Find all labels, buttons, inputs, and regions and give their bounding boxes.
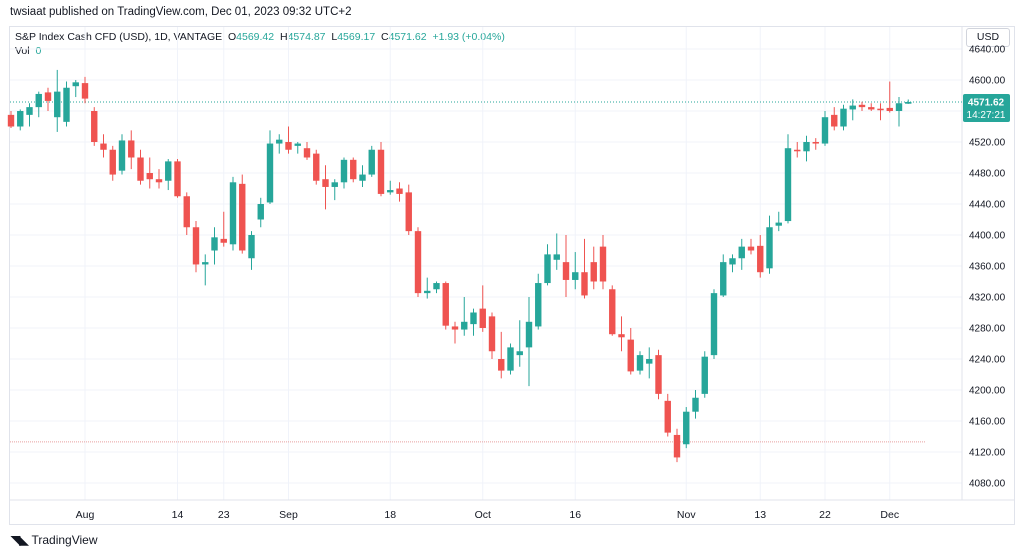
low-label: L <box>331 31 338 43</box>
symbol-legend: S&P Index Cash CFD (USD), 1D, VANTAGE O4… <box>15 31 505 43</box>
high-label: H <box>279 31 288 43</box>
publish-info: twsiaat published on TradingView.com, De… <box>10 6 352 18</box>
currency-button[interactable]: USD <box>966 28 1010 47</box>
close-label: C <box>381 31 389 43</box>
volume-legend: Vol 0 <box>15 45 41 57</box>
chart-frame <box>9 26 1015 525</box>
low-value: 4569.17 <box>337 31 376 43</box>
tradingview-logo-icon: ◥◣ <box>11 533 28 547</box>
change-value: +1.93 (+0.04%) <box>432 31 505 43</box>
tradingview-logo[interactable]: ◥◣ TradingView <box>11 533 98 547</box>
symbol-name[interactable]: S&P Index Cash CFD (USD), 1D, VANTAGE <box>15 31 223 43</box>
close-value: 4571.62 <box>388 31 427 43</box>
open-value: 4569.42 <box>236 31 275 43</box>
high-value: 4574.87 <box>287 31 326 43</box>
volume-value: 0 <box>35 45 42 57</box>
open-label: O <box>227 31 237 43</box>
tradingview-brand: TradingView <box>31 533 98 547</box>
volume-label: Vol <box>15 45 30 57</box>
